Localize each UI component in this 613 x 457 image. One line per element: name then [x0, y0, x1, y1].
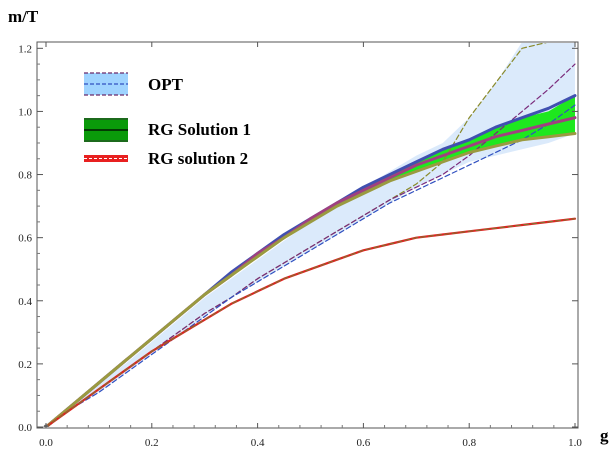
band-opt [46, 43, 575, 427]
x-tick-label: 0.0 [39, 437, 53, 449]
series-line-6 [44, 132, 577, 427]
ticks: 0.0 0.2 0.4 0.6 0.8 1.0 0.0 0.2 0.4 0.6 0.8 1.0 1.2 [18, 42, 582, 449]
x-axis-title: g [600, 426, 609, 445]
y-tick-label: 0.2 [18, 359, 32, 371]
y-tick-label: 0.8 [18, 170, 32, 182]
axes [36, 41, 579, 429]
x-tick-label: 0.2 [145, 437, 159, 449]
legend-item-rg-solution-1: RG Solution 1 [84, 118, 251, 142]
x-tick-label: 1.0 [568, 437, 582, 449]
legend: OPT RG Solution 1 RG solution 2 [84, 72, 251, 168]
plot-frame [36, 41, 579, 429]
y-tick-label: 1.0 [18, 106, 32, 118]
legend-label-rg-solution-1: RG Solution 1 [148, 120, 251, 139]
y-tick-label: 0.0 [18, 422, 32, 434]
x-tick-label: 0.4 [251, 437, 265, 449]
y-tick-label: 1.2 [18, 43, 32, 55]
legend-item-opt: OPT [84, 72, 184, 96]
plot-area [43, 43, 577, 427]
legend-item-rg-solution-2: RG solution 2 [84, 149, 248, 168]
band-rg-solution-1 [46, 95, 575, 427]
legend-label-rg-solution-2: RG solution 2 [148, 149, 248, 168]
y-tick-label: 0.6 [18, 233, 32, 245]
series-line-8 [45, 218, 576, 427]
series-line-5 [44, 116, 577, 427]
x-tick-label: 0.8 [462, 437, 476, 449]
legend-label-opt: OPT [148, 75, 184, 94]
y-axis-title: m/T [8, 7, 39, 26]
y-tick-label: 0.4 [18, 296, 32, 308]
x-tick-label: 0.6 [357, 437, 371, 449]
series-line-3 [45, 104, 576, 427]
